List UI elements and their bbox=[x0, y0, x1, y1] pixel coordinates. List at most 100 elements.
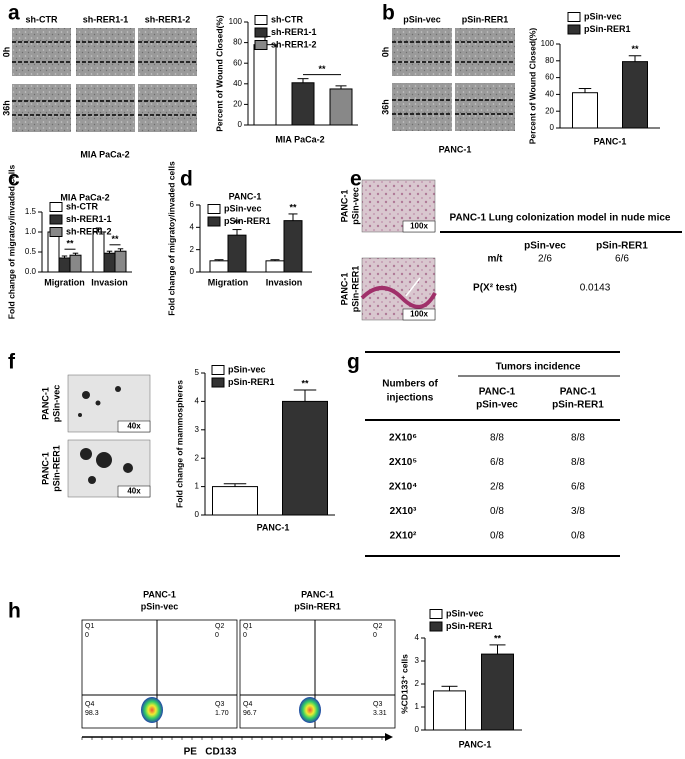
legend-label: sh-RER1-2 bbox=[271, 39, 317, 49]
significance: ** bbox=[111, 234, 119, 244]
bar bbox=[92, 231, 105, 273]
y-tick-label: 40 bbox=[233, 79, 242, 88]
row-label: 0h bbox=[1, 47, 11, 58]
bar bbox=[282, 400, 328, 516]
y-axis-label: Percent of Wound Closed(%) bbox=[527, 28, 537, 145]
micrograph bbox=[392, 28, 452, 76]
cell: 6/6 bbox=[615, 254, 629, 265]
scale-label: 40x bbox=[127, 487, 141, 496]
legend-label: pSin-vec bbox=[446, 608, 484, 618]
bar bbox=[433, 690, 466, 731]
scale-box bbox=[117, 485, 151, 498]
sphere bbox=[80, 448, 92, 460]
bar bbox=[227, 234, 247, 273]
significance: ** bbox=[494, 633, 502, 643]
sphere bbox=[78, 413, 82, 417]
row-label: 2X10² bbox=[390, 531, 417, 542]
legend-label: pSin-vec bbox=[228, 364, 266, 374]
row-label: 36h bbox=[380, 99, 390, 115]
quadrant-label: 1.70 bbox=[215, 710, 229, 717]
y-tick-label: 6 bbox=[190, 200, 195, 209]
micrograph bbox=[76, 84, 135, 132]
scale-box bbox=[402, 220, 436, 233]
micrograph bbox=[76, 28, 135, 76]
panel-label: h bbox=[8, 600, 21, 623]
row-label: PANC-1 bbox=[339, 190, 349, 223]
legend-swatch bbox=[211, 365, 225, 375]
legend-swatch bbox=[567, 24, 581, 35]
y-tick-label: 80 bbox=[545, 56, 554, 65]
micrograph bbox=[455, 83, 515, 131]
y-tick-label: 20 bbox=[545, 106, 554, 115]
column-label: pSin-vec bbox=[403, 14, 441, 24]
bar bbox=[212, 486, 258, 516]
column-label: pSin-RER1 bbox=[462, 14, 509, 24]
table-title: PANC-1 Lung colonization model in nude m… bbox=[450, 213, 671, 224]
significance: ** bbox=[66, 239, 74, 249]
panel-label: g bbox=[347, 351, 360, 374]
legend-swatch bbox=[254, 15, 268, 25]
bar bbox=[481, 653, 514, 731]
scale-box bbox=[117, 420, 151, 433]
y-tick-label: 60 bbox=[233, 58, 242, 67]
bar bbox=[47, 231, 60, 273]
legend-swatch bbox=[49, 227, 63, 237]
legend-label: sh-RER1-2 bbox=[66, 226, 112, 236]
y-tick-label: 1 bbox=[415, 702, 420, 711]
sphere bbox=[82, 391, 90, 399]
legend-label: sh-CTR bbox=[271, 14, 303, 24]
tissue-fold bbox=[360, 286, 437, 309]
row-header: Numbers of bbox=[382, 379, 438, 390]
cell-cloud bbox=[141, 697, 163, 723]
significance: ** bbox=[233, 218, 241, 228]
legend-swatch bbox=[207, 204, 221, 214]
cell: 0/8 bbox=[571, 531, 585, 542]
bar bbox=[329, 88, 353, 126]
quadrant-label: 0 bbox=[85, 632, 89, 639]
quadrant-label: Q4 bbox=[85, 701, 94, 708]
row-label: PANC-1 bbox=[40, 452, 50, 485]
legend-swatch bbox=[429, 609, 443, 619]
row-label: m/t bbox=[488, 254, 504, 265]
sphere bbox=[95, 400, 101, 406]
column-header: pSin-RER1 bbox=[552, 400, 604, 411]
quadrant-label: Q2 bbox=[373, 623, 382, 630]
row-label: 2X10⁶ bbox=[389, 433, 417, 444]
legend-label: pSin-RER1 bbox=[446, 621, 493, 631]
sphere bbox=[96, 452, 112, 468]
column-header: pSin-vec bbox=[524, 241, 566, 252]
legend-swatch bbox=[254, 27, 268, 38]
column-label: sh-RER1-1 bbox=[83, 14, 129, 24]
sphere bbox=[115, 386, 121, 392]
cell: 3/8 bbox=[571, 506, 585, 517]
arrow bbox=[405, 277, 421, 297]
legend-swatch bbox=[49, 202, 63, 212]
panel-label: c bbox=[8, 168, 20, 191]
plot-title: PANC-1 bbox=[143, 589, 176, 599]
y-tick-label: 40 bbox=[545, 90, 554, 99]
x-axis-label: PANC-1 bbox=[459, 739, 492, 749]
y-tick-label: 2 bbox=[190, 245, 195, 254]
scale-label: 100x bbox=[410, 310, 428, 319]
y-tick-label: 0 bbox=[190, 267, 195, 276]
cell: 6/8 bbox=[571, 482, 585, 493]
panel-label: f bbox=[8, 351, 16, 374]
legend-swatch bbox=[207, 216, 221, 227]
quadrant-label: Q4 bbox=[243, 701, 252, 708]
column-header: PANC-1 bbox=[560, 387, 597, 398]
bar bbox=[114, 250, 127, 273]
y-tick-label: 0 bbox=[415, 725, 420, 734]
quadrant-label: 0 bbox=[243, 632, 247, 639]
y-tick-label: 100 bbox=[541, 39, 555, 48]
row-label: pSin-RER1 bbox=[51, 445, 61, 492]
legend-label: pSin-vec bbox=[224, 203, 262, 213]
y-axis-label: %CD133⁺ cells bbox=[399, 654, 409, 714]
legend-label: pSin-RER1 bbox=[224, 216, 271, 226]
row-label: pSin-RER1 bbox=[350, 266, 360, 313]
row-label: 0h bbox=[380, 47, 390, 58]
bar bbox=[58, 257, 71, 273]
x-tick-label: Migration bbox=[208, 277, 249, 287]
x-axis-label: PANC-1 bbox=[594, 136, 627, 146]
y-tick-label: 0.5 bbox=[25, 247, 37, 256]
